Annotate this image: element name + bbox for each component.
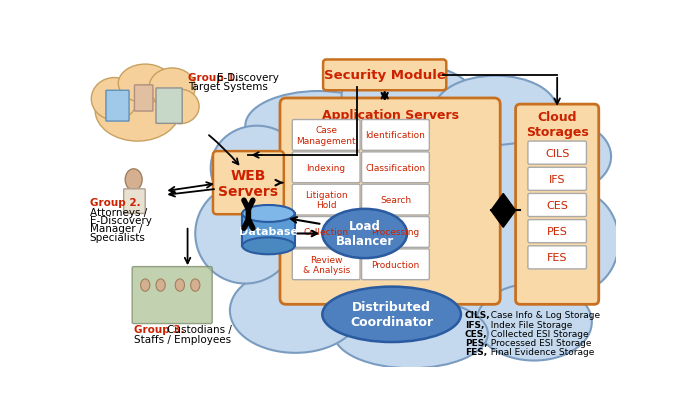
Text: Final Evidence Storage: Final Evidence Storage — [485, 348, 594, 356]
Polygon shape — [491, 194, 516, 228]
Text: Attorneys /: Attorneys / — [90, 207, 147, 217]
FancyBboxPatch shape — [123, 190, 145, 214]
Text: E-Discovery: E-Discovery — [90, 216, 152, 225]
Ellipse shape — [246, 92, 392, 161]
Text: Case
Management: Case Management — [296, 126, 356, 145]
Text: Group 1.: Group 1. — [187, 73, 238, 83]
FancyBboxPatch shape — [528, 220, 587, 243]
Ellipse shape — [434, 76, 557, 145]
Ellipse shape — [322, 209, 407, 259]
FancyBboxPatch shape — [292, 249, 360, 280]
Ellipse shape — [334, 299, 488, 368]
Ellipse shape — [191, 279, 200, 292]
Text: E-Discovery: E-Discovery — [217, 73, 279, 83]
FancyBboxPatch shape — [323, 60, 447, 91]
Text: Litigation
Hold: Litigation Hold — [305, 190, 348, 210]
FancyBboxPatch shape — [362, 120, 429, 151]
Text: Case Info & Log Storage: Case Info & Log Storage — [485, 311, 600, 320]
Ellipse shape — [534, 192, 619, 292]
Text: Index File Storage: Index File Storage — [485, 320, 572, 329]
Text: Processing: Processing — [371, 228, 420, 237]
FancyBboxPatch shape — [134, 85, 153, 112]
FancyBboxPatch shape — [292, 120, 360, 151]
FancyBboxPatch shape — [292, 152, 360, 183]
Text: FES: FES — [547, 253, 567, 263]
Text: Classification: Classification — [366, 164, 425, 172]
FancyBboxPatch shape — [213, 152, 284, 215]
FancyBboxPatch shape — [516, 105, 599, 304]
Ellipse shape — [230, 268, 361, 353]
Text: PES,: PES, — [465, 338, 487, 347]
Ellipse shape — [118, 65, 172, 103]
FancyBboxPatch shape — [528, 194, 587, 217]
Text: Manager /: Manager / — [90, 224, 142, 234]
Text: Collected ESI Storage: Collected ESI Storage — [485, 329, 589, 338]
FancyBboxPatch shape — [156, 89, 182, 124]
Ellipse shape — [242, 238, 294, 255]
Ellipse shape — [476, 284, 592, 361]
Text: Identification: Identification — [366, 131, 425, 140]
Text: Processed ESI Storage: Processed ESI Storage — [485, 338, 591, 347]
FancyBboxPatch shape — [362, 217, 429, 248]
FancyBboxPatch shape — [132, 267, 212, 324]
Ellipse shape — [342, 65, 473, 126]
Bar — [242, 214, 294, 246]
Ellipse shape — [141, 279, 150, 292]
Text: CES: CES — [546, 200, 568, 211]
FancyBboxPatch shape — [362, 185, 429, 216]
Text: PES: PES — [547, 227, 567, 237]
FancyBboxPatch shape — [280, 99, 500, 304]
Text: Database: Database — [239, 227, 298, 237]
FancyBboxPatch shape — [362, 152, 429, 183]
Ellipse shape — [242, 206, 294, 222]
Text: Target Systems: Target Systems — [187, 82, 268, 92]
Text: Group 2.: Group 2. — [90, 198, 141, 208]
Ellipse shape — [211, 126, 303, 211]
Text: FES,: FES, — [465, 348, 487, 356]
Ellipse shape — [519, 123, 611, 192]
Text: Search: Search — [380, 196, 411, 204]
Text: Staffs / Employees: Staffs / Employees — [134, 334, 230, 344]
FancyBboxPatch shape — [106, 91, 129, 122]
Ellipse shape — [126, 169, 142, 191]
Text: Cloud
Storages: Cloud Storages — [525, 111, 589, 139]
Text: Indexing: Indexing — [307, 164, 346, 172]
FancyBboxPatch shape — [292, 185, 360, 216]
FancyBboxPatch shape — [528, 246, 587, 269]
Text: IFS,: IFS, — [465, 320, 484, 329]
FancyBboxPatch shape — [528, 142, 587, 165]
Ellipse shape — [156, 279, 165, 292]
Ellipse shape — [95, 80, 180, 142]
Ellipse shape — [161, 90, 199, 124]
Text: Application Servers: Application Servers — [322, 109, 458, 122]
Text: Production: Production — [371, 260, 420, 269]
Text: Load
Balancer: Load Balancer — [335, 220, 394, 248]
Ellipse shape — [196, 184, 296, 284]
Ellipse shape — [322, 287, 461, 342]
FancyBboxPatch shape — [528, 168, 587, 191]
Text: Security Module: Security Module — [324, 69, 446, 82]
Ellipse shape — [149, 69, 196, 107]
Text: Collection: Collection — [304, 228, 348, 237]
Text: IFS: IFS — [549, 174, 565, 184]
Ellipse shape — [91, 78, 137, 121]
Text: Review
& Analysis: Review & Analysis — [303, 255, 350, 274]
Text: Custodians /: Custodians / — [167, 325, 232, 335]
Text: Group 3.: Group 3. — [134, 325, 185, 335]
Ellipse shape — [175, 279, 185, 292]
Ellipse shape — [261, 92, 554, 330]
Text: Specialists: Specialists — [90, 233, 145, 242]
Text: WEB
Servers: WEB Servers — [218, 168, 279, 198]
Text: CILS,: CILS, — [465, 311, 490, 320]
FancyBboxPatch shape — [292, 217, 360, 248]
FancyBboxPatch shape — [362, 249, 429, 280]
Text: CILS: CILS — [545, 148, 569, 158]
Text: Distributed
Coordinator: Distributed Coordinator — [350, 301, 433, 328]
Text: CES,: CES, — [465, 329, 487, 338]
